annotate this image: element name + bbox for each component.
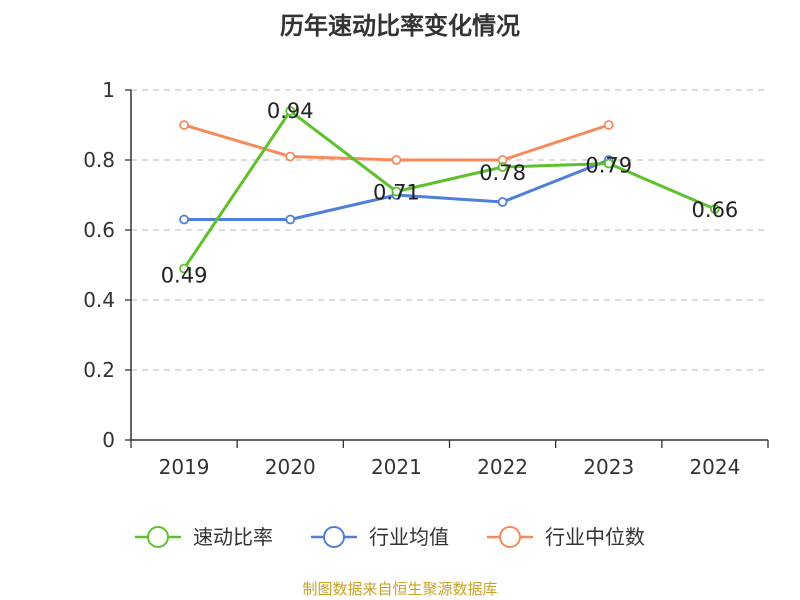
y-tick-label: 0.4 xyxy=(83,288,115,312)
x-tick-label: 2022 xyxy=(477,455,528,479)
y-tick-label: 0.8 xyxy=(83,148,115,172)
data-label: 0.94 xyxy=(267,99,314,123)
data-label: 0.66 xyxy=(692,198,739,222)
y-tick-label: 0 xyxy=(102,428,115,452)
series-point-2 xyxy=(497,197,508,207)
data-label: 0.49 xyxy=(161,264,208,288)
x-tick-label: 2019 xyxy=(159,455,210,479)
legend-label: 速动比率 xyxy=(193,525,273,549)
x-tick-label: 2021 xyxy=(371,455,422,479)
series-point-1 xyxy=(497,162,508,172)
legend-label: 行业中位数 xyxy=(545,525,645,549)
x-tick-label: 2020 xyxy=(265,455,316,479)
series-point-3 xyxy=(285,151,296,162)
series-point-1 xyxy=(710,204,720,214)
series-point-3 xyxy=(179,120,189,130)
series-point-2 xyxy=(285,214,296,225)
y-tick-label: 0.2 xyxy=(83,358,115,382)
data-label: 0.78 xyxy=(479,161,526,185)
series-point-1 xyxy=(603,158,614,169)
series-point-3 xyxy=(603,120,614,130)
series-point-3 xyxy=(391,155,402,165)
y-tick-label: 0.6 xyxy=(83,218,115,242)
series-line-3 xyxy=(183,123,610,162)
series-point-1 xyxy=(179,263,189,274)
series-point-1 xyxy=(285,106,296,116)
legend-swatch-marker xyxy=(147,526,169,548)
data-source-note: 制图数据来自恒生聚源数据库 xyxy=(302,580,498,598)
series-point-1 xyxy=(391,186,402,197)
legend-swatch-marker xyxy=(323,526,345,548)
x-tick-label: 2023 xyxy=(583,455,634,479)
series-point-2 xyxy=(179,214,189,225)
legend-label: 行业均值 xyxy=(369,525,449,549)
data-label: 0.79 xyxy=(585,154,632,178)
data-label: 0.71 xyxy=(373,181,420,205)
chart-title: 历年速动比率变化情况 xyxy=(280,12,520,40)
series-line-1 xyxy=(182,109,716,270)
x-tick-label: 2024 xyxy=(689,455,740,479)
legend-swatch-marker xyxy=(499,526,521,548)
y-tick-label: 1 xyxy=(102,78,115,102)
